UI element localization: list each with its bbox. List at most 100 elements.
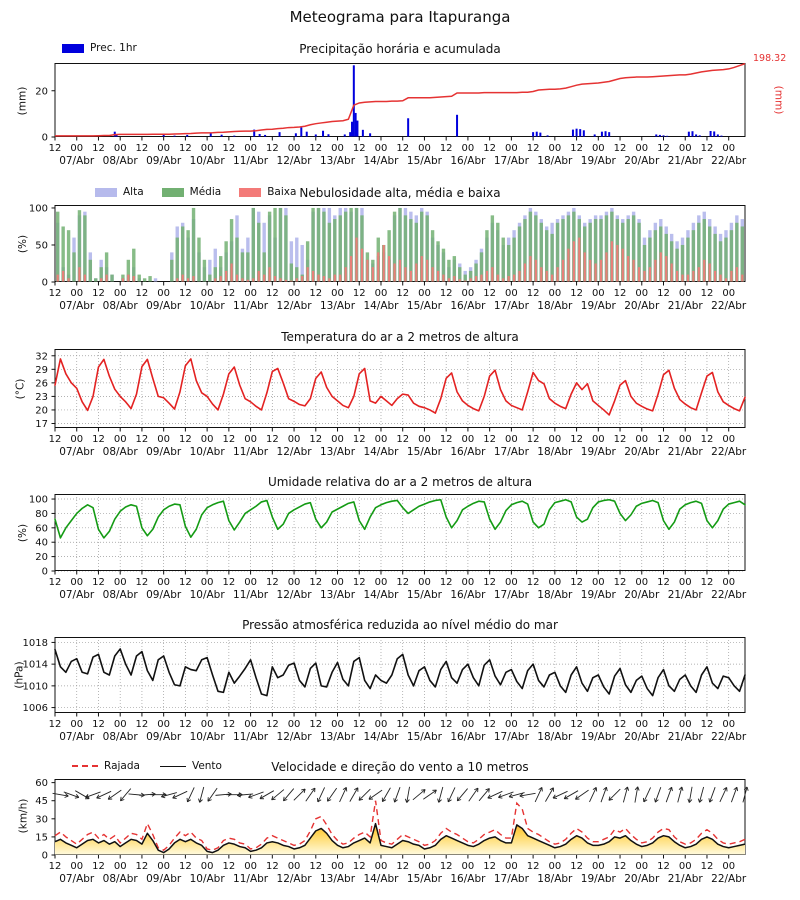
svg-text:00: 00 <box>201 288 214 299</box>
svg-text:00: 00 <box>418 434 431 445</box>
svg-text:14/Abr: 14/Abr <box>363 300 399 312</box>
svg-text:00: 00 <box>375 719 388 730</box>
svg-text:00: 00 <box>505 288 518 299</box>
svg-text:12: 12 <box>136 861 149 872</box>
svg-text:21/Abr: 21/Abr <box>668 446 704 458</box>
cloud-legend-baixa: Baixa <box>239 186 296 198</box>
svg-text:00: 00 <box>635 143 648 154</box>
svg-text:12: 12 <box>222 434 235 445</box>
svg-text:00: 00 <box>548 288 561 299</box>
svg-text:12: 12 <box>614 861 627 872</box>
svg-text:11/Abr: 11/Abr <box>233 589 269 601</box>
svg-text:22/Abr: 22/Abr <box>711 300 747 312</box>
svg-text:00: 00 <box>331 719 344 730</box>
svg-text:12: 12 <box>179 434 192 445</box>
svg-text:20: 20 <box>35 86 48 97</box>
svg-text:10/Abr: 10/Abr <box>190 589 226 601</box>
svg-text:00: 00 <box>114 288 127 299</box>
svg-text:09/Abr: 09/Abr <box>146 300 182 312</box>
svg-text:07/Abr: 07/Abr <box>59 731 95 743</box>
svg-text:12: 12 <box>657 719 670 730</box>
svg-text:12: 12 <box>309 577 322 588</box>
svg-text:60: 60 <box>35 523 48 534</box>
svg-text:00: 00 <box>505 143 518 154</box>
svg-text:22/Abr: 22/Abr <box>711 731 747 743</box>
svg-text:20/Abr: 20/Abr <box>624 155 660 167</box>
svg-text:12: 12 <box>92 577 105 588</box>
svg-text:1010: 1010 <box>23 681 48 692</box>
svg-text:00: 00 <box>722 143 735 154</box>
svg-text:12: 12 <box>570 143 583 154</box>
svg-text:18/Abr: 18/Abr <box>537 155 573 167</box>
svg-text:14/Abr: 14/Abr <box>363 155 399 167</box>
svg-text:12: 12 <box>440 434 453 445</box>
svg-text:12: 12 <box>527 719 540 730</box>
svg-text:15/Abr: 15/Abr <box>407 873 443 885</box>
svg-text:12: 12 <box>136 143 149 154</box>
svg-text:26: 26 <box>35 378 48 389</box>
svg-text:19/Abr: 19/Abr <box>581 731 617 743</box>
svg-text:0: 0 <box>42 278 48 289</box>
svg-text:00: 00 <box>462 719 475 730</box>
svg-text:60: 60 <box>35 778 48 789</box>
vento-legend-label: Vento <box>191 760 222 772</box>
svg-text:12: 12 <box>483 434 496 445</box>
svg-text:20: 20 <box>35 405 48 416</box>
svg-text:12: 12 <box>49 861 62 872</box>
svg-text:12: 12 <box>440 288 453 299</box>
svg-text:12: 12 <box>483 719 496 730</box>
svg-text:09/Abr: 09/Abr <box>146 731 182 743</box>
svg-text:00: 00 <box>462 143 475 154</box>
svg-text:13/Abr: 13/Abr <box>320 446 356 458</box>
svg-text:0: 0 <box>42 567 48 578</box>
svg-text:00: 00 <box>592 577 605 588</box>
svg-text:09/Abr: 09/Abr <box>146 589 182 601</box>
svg-text:00: 00 <box>114 861 127 872</box>
svg-text:12: 12 <box>92 288 105 299</box>
svg-text:17: 17 <box>35 419 48 430</box>
svg-text:0: 0 <box>42 851 48 862</box>
svg-text:12: 12 <box>440 143 453 154</box>
svg-text:18/Abr: 18/Abr <box>537 731 573 743</box>
svg-text:12: 12 <box>701 288 714 299</box>
svg-text:12: 12 <box>527 577 540 588</box>
svg-text:12/Abr: 12/Abr <box>277 155 313 167</box>
svg-text:12: 12 <box>440 861 453 872</box>
svg-text:08/Abr: 08/Abr <box>103 155 139 167</box>
svg-text:10/Abr: 10/Abr <box>190 300 226 312</box>
precipitation-plot: 12 00 12 00 12 00 12 00 12 00 12 00 12 00 12 00 12 00 12 00… <box>35 62 747 167</box>
svg-text:10/Abr: 10/Abr <box>190 446 226 458</box>
svg-text:12/Abr: 12/Abr <box>277 731 313 743</box>
svg-text:00: 00 <box>114 719 127 730</box>
svg-text:00: 00 <box>505 434 518 445</box>
svg-text:15/Abr: 15/Abr <box>407 300 443 312</box>
svg-text:12: 12 <box>396 434 409 445</box>
svg-text:22/Abr: 22/Abr <box>711 155 747 167</box>
svg-text:00: 00 <box>157 719 170 730</box>
svg-text:00: 00 <box>157 861 170 872</box>
media-legend-label: Média <box>189 186 222 198</box>
svg-text:20/Abr: 20/Abr <box>624 731 660 743</box>
wind-legend: Rajada Vento <box>72 760 222 772</box>
svg-text:00: 00 <box>592 719 605 730</box>
svg-text:10/Abr: 10/Abr <box>190 731 226 743</box>
svg-text:12: 12 <box>179 577 192 588</box>
temperature-plot: 12 00 12 00 12 00 12 00 12 00 12 00 12 00 12 00 12 00 12 00… <box>35 349 747 458</box>
svg-text:10/Abr: 10/Abr <box>190 873 226 885</box>
svg-text:12: 12 <box>614 719 627 730</box>
svg-text:12: 12 <box>309 143 322 154</box>
svg-text:16/Abr: 16/Abr <box>450 731 486 743</box>
svg-text:29: 29 <box>35 365 48 376</box>
svg-text:12/Abr: 12/Abr <box>277 589 313 601</box>
svg-text:00: 00 <box>679 861 692 872</box>
svg-text:12: 12 <box>92 143 105 154</box>
svg-text:12: 12 <box>657 143 670 154</box>
svg-text:00: 00 <box>635 861 648 872</box>
svg-text:12: 12 <box>614 434 627 445</box>
svg-text:18/Abr: 18/Abr <box>537 873 573 885</box>
svg-text:12: 12 <box>353 434 366 445</box>
svg-text:12: 12 <box>701 577 714 588</box>
svg-text:12: 12 <box>92 719 105 730</box>
svg-text:0: 0 <box>42 133 48 144</box>
